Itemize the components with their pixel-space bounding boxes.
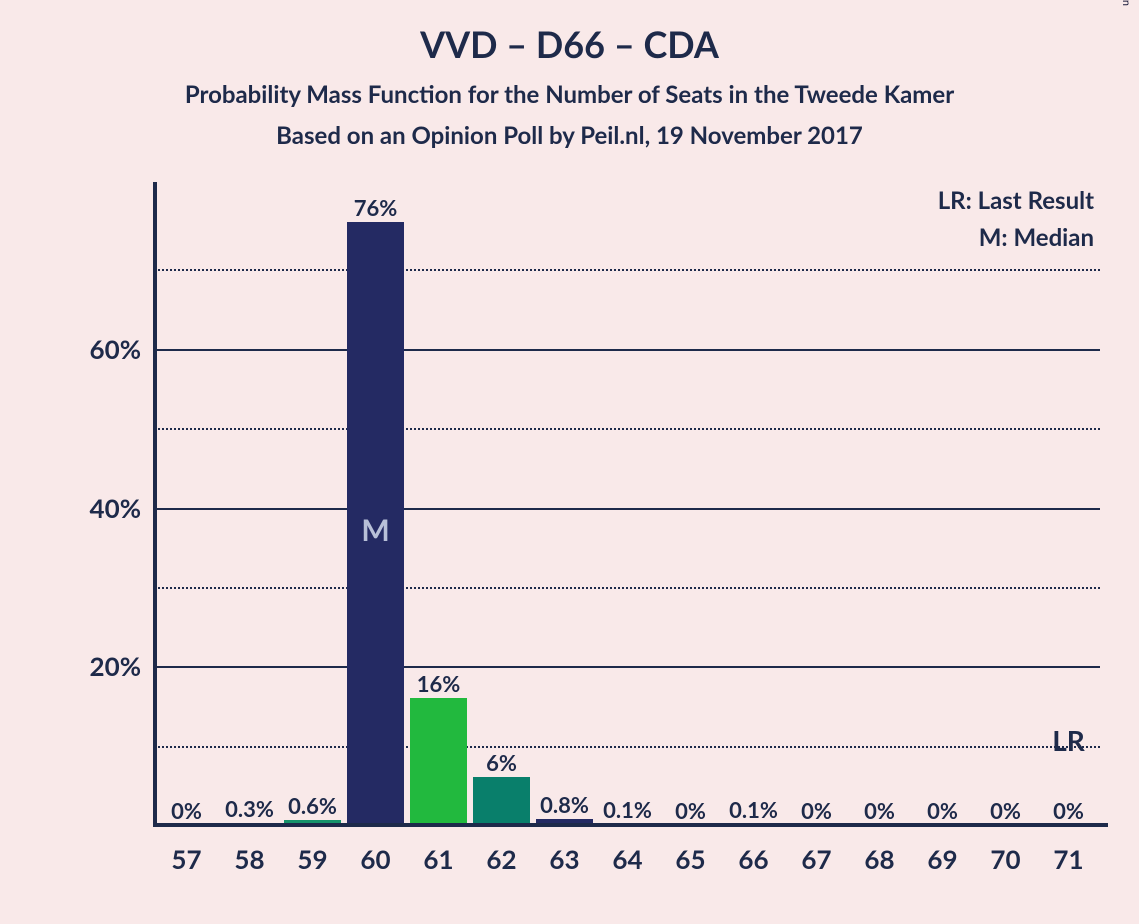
x-axis-tick-label: 62 <box>486 843 516 875</box>
x-axis-tick-label: 69 <box>927 843 957 875</box>
legend-lr: LR: Last Result <box>938 186 1094 215</box>
bar-value-label: 0% <box>990 797 1021 824</box>
gridline-major <box>155 349 1100 351</box>
x-axis-tick-label: 70 <box>990 843 1020 875</box>
bar-value-label: 0% <box>801 797 832 824</box>
x-axis-tick-label: 71 <box>1053 843 1083 875</box>
median-marker: M <box>361 512 389 548</box>
bar-value-label: 0.3% <box>225 795 274 822</box>
bar-value-label: 16% <box>417 670 461 697</box>
chart-subtitle-2: Based on an Opinion Poll by Peil.nl, 19 … <box>0 121 1139 150</box>
x-axis-tick-label: 61 <box>423 843 453 875</box>
x-axis-tick-label: 60 <box>360 843 390 875</box>
gridline-minor <box>155 428 1100 430</box>
bar-value-label: 6% <box>486 749 517 776</box>
x-axis-tick-label: 63 <box>549 843 579 875</box>
x-axis-tick-label: 64 <box>612 843 642 875</box>
y-axis-tick-label: 60% <box>90 333 141 365</box>
bar-value-label: 76% <box>354 194 398 221</box>
x-axis-tick-label: 59 <box>297 843 327 875</box>
y-axis-tick-label: 20% <box>90 650 141 682</box>
chart-title: VVD – D66 – CDA <box>0 0 1139 66</box>
chart-subtitle-1: Probability Mass Function for the Number… <box>0 80 1139 109</box>
bar-value-label: 0.6% <box>288 792 337 819</box>
gridline-minor <box>155 269 1100 271</box>
gridline-minor <box>155 587 1100 589</box>
bar-value-label: 0.8% <box>540 791 589 818</box>
bar-value-label: 0.1% <box>603 796 652 823</box>
gridline-major <box>155 666 1100 668</box>
x-axis-tick-label: 65 <box>675 843 705 875</box>
last-result-marker: LR <box>1052 723 1085 757</box>
bar <box>410 698 468 825</box>
x-axis-tick-label: 66 <box>738 843 768 875</box>
pmf-bar-chart: 20%40%60%0%570.3%580.6%5976%6016%616%620… <box>155 190 1100 825</box>
y-axis-tick-label: 40% <box>90 492 141 524</box>
bar-value-label: 0% <box>864 797 895 824</box>
gridline-major <box>155 508 1100 510</box>
x-axis-tick-label: 68 <box>864 843 894 875</box>
bar-value-label: 0% <box>675 797 706 824</box>
bar-value-label: 0% <box>927 797 958 824</box>
bar <box>473 777 531 825</box>
x-axis <box>153 823 1108 827</box>
bar-value-label: 0% <box>171 797 202 824</box>
x-axis-tick-label: 57 <box>171 843 201 875</box>
gridline-minor <box>155 746 1100 748</box>
x-axis-tick-label: 67 <box>801 843 831 875</box>
bar-value-label: 0% <box>1053 797 1084 824</box>
x-axis-tick-label: 58 <box>234 843 264 875</box>
y-axis <box>153 182 157 825</box>
bar-value-label: 0.1% <box>729 796 778 823</box>
legend-m: M: Median <box>938 223 1094 252</box>
legend: LR: Last Result M: Median <box>938 186 1094 252</box>
copyright-text: © 2020 Filip van Laenen <box>1120 0 1133 6</box>
